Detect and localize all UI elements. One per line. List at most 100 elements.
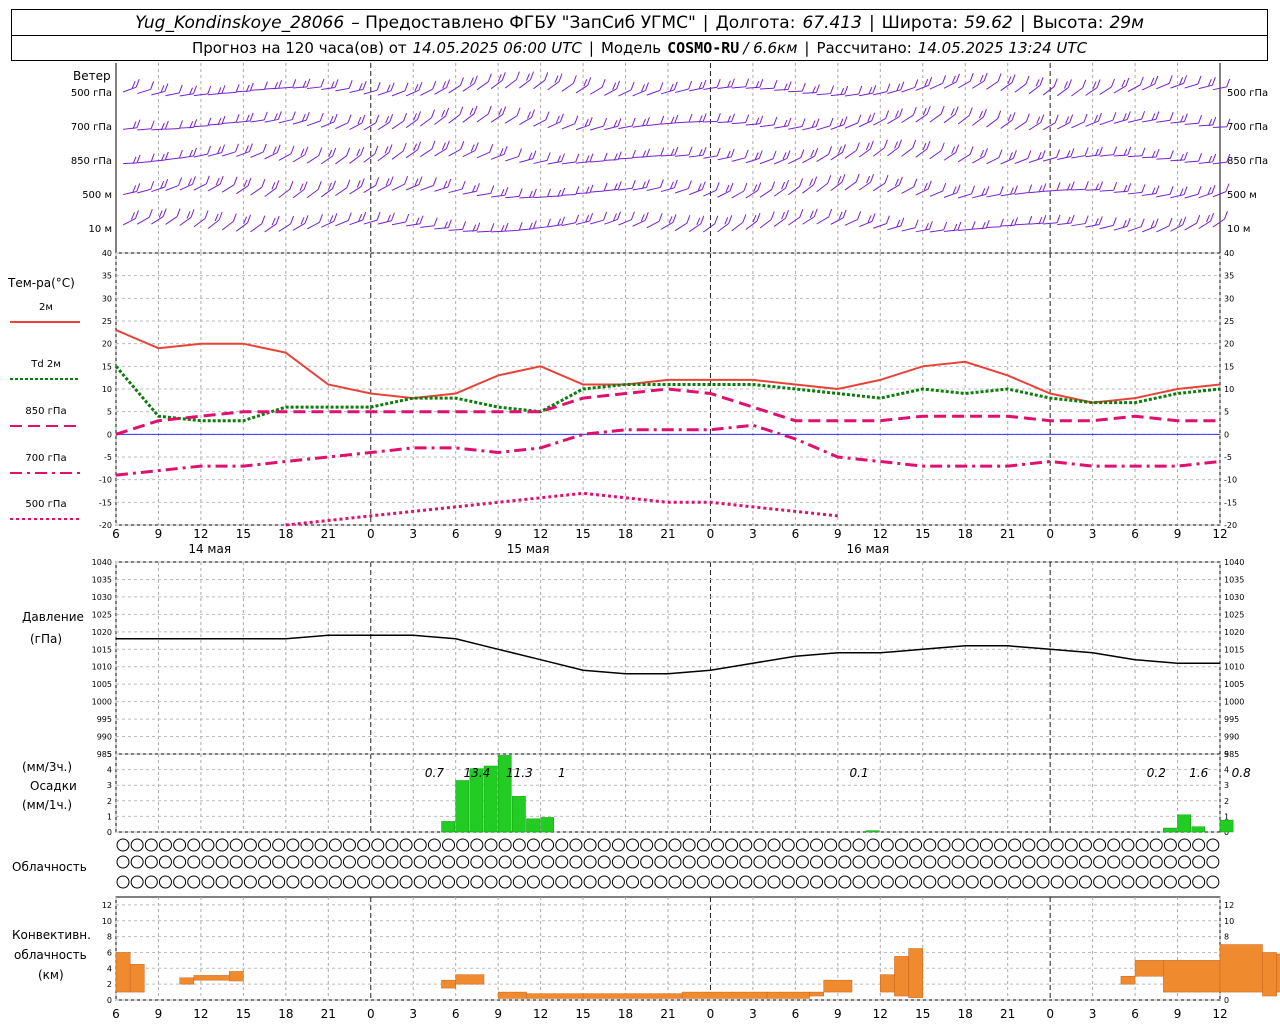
conv-xtick: 9: [155, 1007, 163, 1021]
wind-barb-shaft: [872, 182, 886, 192]
wind-barb-feather: [489, 143, 494, 153]
wind-barb-feather: [1210, 212, 1215, 222]
wind-barb-shaft: [717, 121, 732, 124]
temp-xtick: 3: [409, 527, 417, 541]
wind-barb-feather: [164, 120, 169, 130]
wind-barb-feather: [755, 81, 760, 89]
wind-barb-feather: [745, 78, 750, 87]
wind-barb-shaft: [943, 81, 957, 89]
conv-xtick: 9: [1174, 1007, 1182, 1021]
wind-barb-feather: [503, 146, 508, 155]
wind-barb-shaft: [986, 226, 1001, 228]
wind-barbs: [122, 71, 1231, 233]
wind-barb-feather: [248, 143, 253, 152]
precip-bar: [497, 755, 512, 833]
wind-barb-feather: [785, 179, 790, 189]
wind-barb-shaft: [306, 155, 320, 164]
wind-barb-feather: [951, 75, 956, 84]
wind-barb-shaft: [490, 114, 503, 123]
cloud-circle: [1178, 875, 1192, 889]
wind-barb-feather: [301, 113, 306, 122]
wind-barb-feather: [698, 115, 703, 123]
wind-barb-shaft: [604, 125, 619, 131]
wind-barb-feather: [233, 176, 238, 185]
wind-barb-feather: [431, 109, 435, 118]
wind-barb-feather: [1155, 111, 1160, 120]
wind-barb-shaft: [179, 93, 194, 97]
wind-barb-feather: [473, 75, 478, 84]
conv-bar: [1134, 960, 1164, 977]
wind-barb-shaft: [745, 220, 758, 230]
precip-title: Осадки: [30, 779, 77, 793]
cloud-circle: [541, 875, 555, 889]
cloud-circle: [1078, 875, 1092, 889]
wind-barb-feather: [333, 213, 338, 222]
wind-barb-shaft: [575, 220, 590, 225]
cloud-circle: [1107, 855, 1121, 869]
wind-barb-feather: [150, 120, 155, 129]
wind-barb-shaft: [929, 150, 942, 160]
wind-barb-feather: [1122, 220, 1127, 228]
wind-barb-feather: [971, 185, 975, 195]
cloud-circle: [314, 875, 328, 889]
wind-barb-shaft: [943, 192, 958, 198]
temp-series-line: [114, 365, 1221, 423]
wind-barb-shaft: [1113, 225, 1128, 231]
cloud-circle: [951, 855, 965, 869]
wind-barb-feather: [688, 80, 693, 90]
wind-barb-feather: [318, 214, 323, 223]
wind-barb-shaft: [929, 229, 944, 233]
cloud-circle: [399, 838, 413, 852]
wind-barb-feather: [244, 145, 249, 153]
wind-barb-shaft: [731, 190, 745, 199]
wind-barb-feather: [1070, 148, 1075, 157]
wind-barb-shaft: [207, 183, 221, 192]
cloud-circle: [1149, 875, 1163, 889]
wind-barb-feather: [896, 219, 901, 228]
temp-title: Тем-ра(°С): [8, 276, 75, 290]
wind-barb-feather: [432, 177, 437, 186]
wind-barb-feather: [659, 82, 664, 91]
conv-ytick-right: 12: [1224, 901, 1234, 910]
wind-barb-feather: [979, 74, 984, 83]
wind-barb-feather: [469, 77, 474, 85]
wind-barb-feather: [1155, 185, 1160, 194]
alt-label: Высота:: [1032, 12, 1104, 33]
wind-barb-feather: [328, 182, 333, 190]
wind-barb-shaft: [321, 121, 335, 128]
wind-barb-feather: [530, 71, 535, 80]
wind-barb-shaft: [505, 156, 519, 162]
wind-barb-feather: [940, 142, 945, 151]
wind-barb-feather: [999, 218, 1004, 227]
cloud-circle: [682, 875, 696, 889]
wind-barb-feather: [716, 147, 721, 157]
wind-barb-feather: [865, 142, 870, 151]
wind-barb-feather: [730, 78, 735, 87]
temp-ytick-left: 10: [102, 385, 112, 394]
temp-legend-label: Td 2м: [30, 359, 61, 370]
wind-barb-feather: [1063, 81, 1068, 89]
wind-barb-shaft: [349, 88, 364, 93]
wind-barb-feather: [232, 213, 237, 222]
cloud-circle: [427, 875, 441, 889]
wind-barb-shaft: [1141, 83, 1155, 91]
wind-barb-shaft: [306, 120, 321, 127]
wind-barb-feather: [1179, 115, 1184, 123]
wind-barb-shaft: [1170, 224, 1184, 232]
wind-barb-feather: [445, 107, 450, 117]
wind-barb-feather: [527, 111, 531, 119]
wind-level-label-right: 500 м: [1227, 190, 1257, 201]
wind-barb-feather: [290, 215, 295, 225]
wind-barb-feather: [640, 214, 645, 222]
wind-barb-shaft: [122, 218, 136, 226]
wind-barb-shaft: [844, 93, 859, 97]
wind-barb-shaft: [660, 221, 674, 230]
wind-barb-feather: [1098, 112, 1102, 122]
wind-barb-shaft: [420, 117, 432, 127]
wind-barb-shaft: [1071, 155, 1086, 159]
wind-barb-shaft: [646, 220, 660, 229]
temp-series-line: [115, 423, 1221, 477]
cloud-circle: [1135, 875, 1149, 889]
cloud-circle: [484, 838, 498, 852]
wind-barb-shaft: [660, 122, 675, 125]
